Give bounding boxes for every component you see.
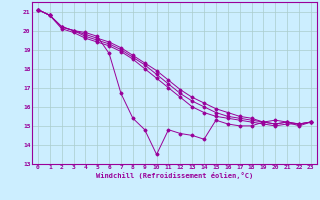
X-axis label: Windchill (Refroidissement éolien,°C): Windchill (Refroidissement éolien,°C) xyxy=(96,172,253,179)
